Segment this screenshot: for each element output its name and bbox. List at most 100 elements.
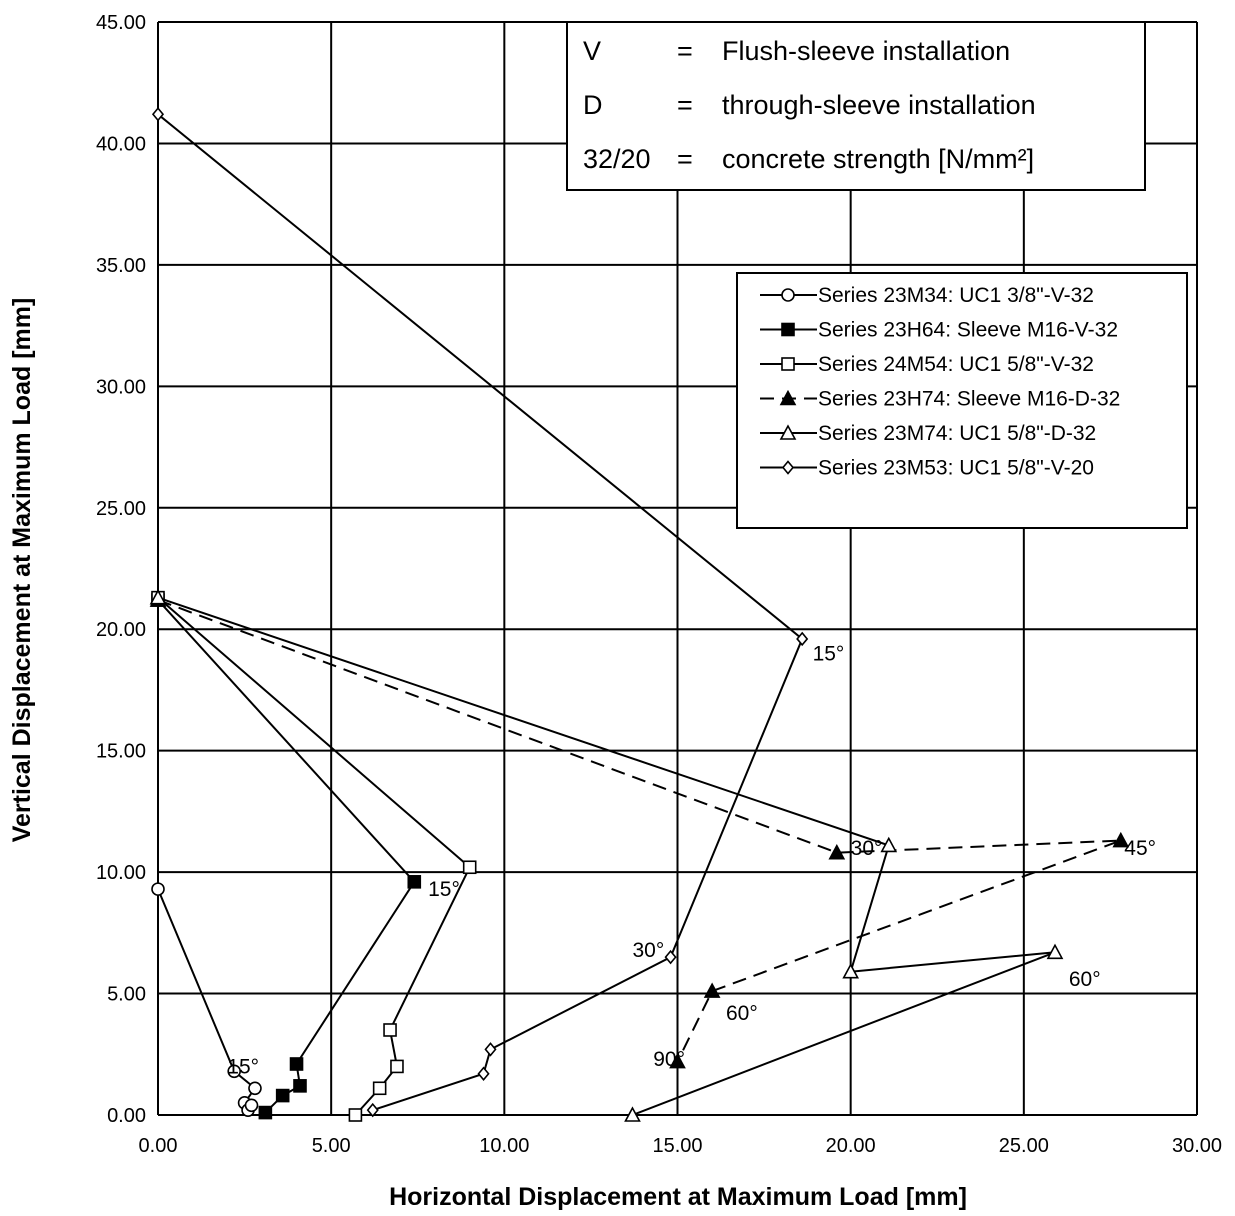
y-tick-label: 10.00 [96, 862, 146, 884]
legend-swatch-marker [779, 389, 797, 406]
note-eq-v: = [677, 36, 693, 66]
data-point [383, 1023, 397, 1037]
series-5 [151, 107, 809, 1118]
data-point [149, 588, 167, 605]
series-2 [151, 590, 477, 1122]
y-tick-label: 45.00 [96, 12, 146, 34]
legend-label: Series 23M74: UC1 5/8"-D-32 [818, 422, 1096, 445]
y-tick-label: 25.00 [96, 498, 146, 520]
data-point [477, 1066, 490, 1081]
series-line [157, 599, 1122, 1063]
note-eq-strength: = [677, 144, 693, 174]
data-point [407, 875, 422, 889]
y-tick-label: 30.00 [96, 376, 146, 398]
note-box: V = Flush-sleeve installation D = throug… [566, 21, 1146, 191]
legend-item-5: Series 23M53: UC1 5/8"-V-20 [760, 457, 1094, 480]
y-tick-label: 0.00 [107, 1105, 146, 1127]
data-point [1112, 831, 1130, 848]
legend-swatch-marker [779, 424, 797, 440]
y-tick-label: 20.00 [96, 619, 146, 641]
legend-swatch-marker [781, 357, 795, 371]
data-point [664, 949, 677, 965]
series-1 [151, 593, 422, 1120]
data-point [227, 1064, 241, 1079]
legend: Series 23M34: UC1 3/8"-V-32 Series 23H64:… [736, 272, 1188, 529]
x-axis-title: Horizontal Displacement at Maximum Load … [389, 1183, 967, 1211]
legend-item-4: Series 23M74: UC1 5/8"-D-32 [760, 422, 1096, 445]
note-key-v: V [583, 36, 601, 66]
series-line [157, 596, 1056, 1116]
data-point [151, 107, 165, 122]
series-line [157, 599, 416, 1114]
angle-label: 90° [653, 1048, 685, 1071]
data-point [390, 1059, 404, 1074]
note-eq-d: = [677, 90, 693, 120]
data-point [1046, 943, 1064, 960]
legend-label: Series 24M54: UC1 5/8"-V-32 [818, 353, 1094, 376]
data-point [244, 1098, 259, 1113]
y-tick-label: 5.00 [107, 984, 146, 1006]
series-layer [149, 107, 1130, 1122]
note-desc-v: Flush-sleeve installation [722, 36, 1010, 66]
y-axis-title: Vertical Displacement at Maximum Load [m… [8, 298, 36, 843]
series-line [157, 113, 804, 1112]
series-0 [151, 882, 262, 1117]
tick-labels: 0.00 5.00 10.00 15.00 20.00 25.00 30.00 0.00 5.0… [96, 12, 1222, 1157]
data-point [462, 860, 477, 875]
x-tick-label: 10.00 [479, 1135, 529, 1157]
legend-swatch-marker [781, 322, 795, 337]
angle-label: 60° [726, 1002, 758, 1025]
data-point [796, 631, 809, 647]
angle-label: 30° [632, 939, 664, 962]
data-point [248, 1081, 262, 1096]
note-box-frame [566, 21, 1146, 191]
legend-frame [736, 272, 1188, 529]
legend-label: Series 23M34: UC1 3/8"-V-32 [818, 284, 1094, 307]
angle-label: 15° [227, 1055, 259, 1078]
data-point [293, 1079, 307, 1093]
y-tick-label: 35.00 [96, 255, 146, 277]
data-point [372, 1081, 387, 1096]
legend-label: Series 23H64: Sleeve M16-V-32 [818, 319, 1118, 342]
data-point [366, 1102, 379, 1118]
legend-item-3: Series 23H74: Sleeve M16-D-32 [760, 388, 1120, 411]
x-tick-label: 20.00 [826, 1135, 876, 1157]
y-tick-label: 15.00 [96, 741, 146, 763]
data-point [484, 1042, 497, 1057]
data-point [624, 1106, 641, 1122]
x-tick-label: 25.00 [999, 1135, 1049, 1157]
data-point [669, 1052, 686, 1069]
data-point [151, 882, 165, 896]
angle-label: 15° [428, 878, 460, 901]
note-key-d: D [583, 90, 603, 120]
note-key-strength: 32/20 [583, 144, 651, 174]
angle-annotations: 15° 15° 15° 30° 30° 45° 60° 60° 90° [227, 643, 1156, 1079]
series-3 [149, 591, 1130, 1069]
legend-item-2: Series 24M54: UC1 5/8"-V-32 [760, 353, 1094, 376]
note-desc-strength: concrete strength [N/mm²] [722, 144, 1034, 174]
y-tick-label: 40.00 [96, 133, 146, 155]
legend-swatch-marker [781, 460, 795, 475]
data-point [703, 982, 721, 998]
angle-label: 60° [1069, 968, 1101, 991]
angle-label: 30° [851, 837, 883, 860]
x-tick-label: 30.00 [1172, 1135, 1222, 1157]
data-point [842, 963, 860, 979]
data-point [258, 1105, 273, 1120]
legend-swatch-marker [781, 288, 795, 302]
angle-label: 45° [1124, 837, 1156, 860]
x-tick-label: 15.00 [652, 1135, 702, 1157]
data-point [348, 1108, 363, 1122]
angle-label: 15° [813, 643, 845, 666]
x-tick-label: 0.00 [139, 1135, 178, 1157]
data-point [289, 1057, 304, 1071]
legend-label: Series 23H74: Sleeve M16-D-32 [818, 388, 1120, 411]
note-desc-d: through-sleeve installation [722, 90, 1036, 120]
legend-item-1: Series 23H64: Sleeve M16-V-32 [760, 319, 1118, 342]
data-point [275, 1088, 290, 1103]
data-point [880, 836, 898, 853]
legend-item-0: Series 23M34: UC1 3/8"-V-32 [760, 284, 1094, 307]
x-tick-label: 5.00 [312, 1135, 351, 1157]
data-point [828, 843, 846, 860]
